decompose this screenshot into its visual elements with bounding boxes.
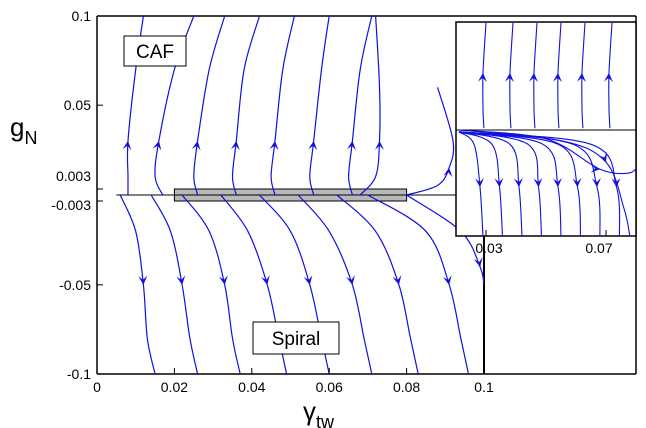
flow-arrow-6 — [346, 140, 356, 151]
inset-arrow-10 — [552, 177, 562, 188]
flow-line-16 — [367, 194, 470, 374]
inset-arrow-4 — [576, 72, 586, 83]
inset-xtick-label-1: 0.07 — [585, 240, 612, 256]
flow-line-2 — [193, 16, 226, 196]
inset-arrow-13 — [611, 177, 621, 188]
flow-line-11 — [181, 194, 241, 374]
flow-arrow-2 — [191, 140, 201, 151]
inset-flow-line-6 — [458, 131, 484, 236]
xtick-label-5: 0.1 — [474, 379, 494, 395]
inset-arrow-7 — [494, 177, 504, 188]
flow-arrow-1 — [152, 140, 162, 151]
spiral-label-box: Spiral — [252, 321, 340, 355]
inset-arrow-15 — [598, 152, 607, 163]
inset-arrow-12 — [591, 177, 601, 188]
inset-flow-line-0 — [482, 22, 487, 129]
ytick-label-5: -0.1 — [67, 366, 91, 382]
xtick-label-4: 0.08 — [393, 379, 420, 395]
inset-flow-line-1 — [509, 22, 514, 129]
flow-arrow-16 — [442, 275, 452, 285]
flow-arrow-7 — [375, 140, 385, 150]
flow-line-8 — [406, 87, 455, 196]
flow-arrow-8 — [443, 167, 453, 178]
ytick-label-2: 0.003 — [56, 168, 91, 184]
inset-flow-line-14 — [458, 129, 636, 175]
y-axis-label: gN — [10, 112, 37, 148]
flow-line-15 — [336, 194, 419, 374]
flow-line-9 — [119, 194, 156, 374]
flow-arrow-12 — [260, 275, 270, 285]
inset-flow-lines — [458, 22, 636, 236]
flow-arrow-17 — [473, 257, 483, 267]
flow-line-6 — [347, 16, 373, 196]
flow-arrow-13 — [303, 275, 313, 285]
y-ticks: 0.1 0.05 0.003 -0.003 -0.05 -0.1 — [51, 8, 103, 382]
flow-arrow-4 — [269, 140, 279, 151]
xtick-label-3: 0.06 — [316, 379, 343, 395]
flow-arrow-14 — [346, 275, 355, 285]
flow-lines — [119, 16, 484, 374]
inset-ticks — [485, 230, 607, 236]
inset-arrow-9 — [533, 177, 543, 188]
ytick-label-1: 0.05 — [64, 97, 91, 113]
spiral-label: Spiral — [272, 329, 321, 350]
flow-line-14 — [297, 194, 373, 374]
inset-frame — [455, 21, 637, 237]
flow-arrow-10 — [176, 275, 186, 285]
inset-flow-line-2 — [533, 22, 538, 129]
flow-arrow-3 — [230, 140, 240, 151]
inset-flow-line-4 — [581, 22, 586, 129]
inset-xtick-label-0: 0.03 — [475, 240, 502, 256]
inset-arrow-11 — [572, 177, 582, 188]
caf-label: CAF — [136, 42, 174, 63]
inset: 0.03 0.07 — [455, 21, 637, 256]
xtick-label-0: 0 — [93, 379, 101, 395]
xtick-label-1: 0.02 — [161, 379, 188, 395]
inset-arrow-2 — [528, 72, 538, 83]
ytick-label-3: -0.003 — [51, 197, 91, 213]
inset-flow-line-3 — [557, 22, 562, 129]
flow-arrow-0 — [122, 140, 132, 151]
inset-arrow-6 — [474, 177, 484, 188]
inset-arrow-14 — [590, 163, 600, 173]
flow-line-5 — [309, 16, 330, 196]
inset-arrow-8 — [513, 177, 523, 188]
flow-arrow-15 — [392, 275, 402, 285]
x-axis-label: γtw — [303, 396, 335, 428]
inset-flow-line-5 — [608, 22, 613, 129]
flow-arrow-9 — [138, 275, 148, 285]
inset-arrow-3 — [552, 72, 562, 83]
caf-label-box: CAF — [123, 35, 187, 67]
flow-arrow-11 — [218, 275, 228, 285]
inset-flow-line-7 — [458, 131, 503, 236]
flow-line-7 — [359, 16, 381, 196]
flow-arrow-5 — [308, 140, 318, 151]
inset-arrow-0 — [477, 72, 487, 83]
flow-line-4 — [270, 16, 295, 196]
xtick-label-2: 0.04 — [238, 379, 265, 395]
inset-arrow-5 — [603, 72, 613, 83]
ytick-label-4: -0.05 — [59, 277, 91, 293]
flow-line-17 — [406, 194, 484, 285]
x-ticks: 0 0.02 0.04 0.06 0.08 0.1 — [93, 368, 494, 395]
inset-flow-line-8 — [458, 131, 523, 236]
ytick-label-0: 0.1 — [72, 8, 92, 24]
inset-arrow-1 — [504, 72, 514, 83]
flow-line-3 — [231, 16, 261, 196]
flow-line-10 — [150, 194, 199, 374]
inset-flow-line-9 — [458, 131, 543, 236]
